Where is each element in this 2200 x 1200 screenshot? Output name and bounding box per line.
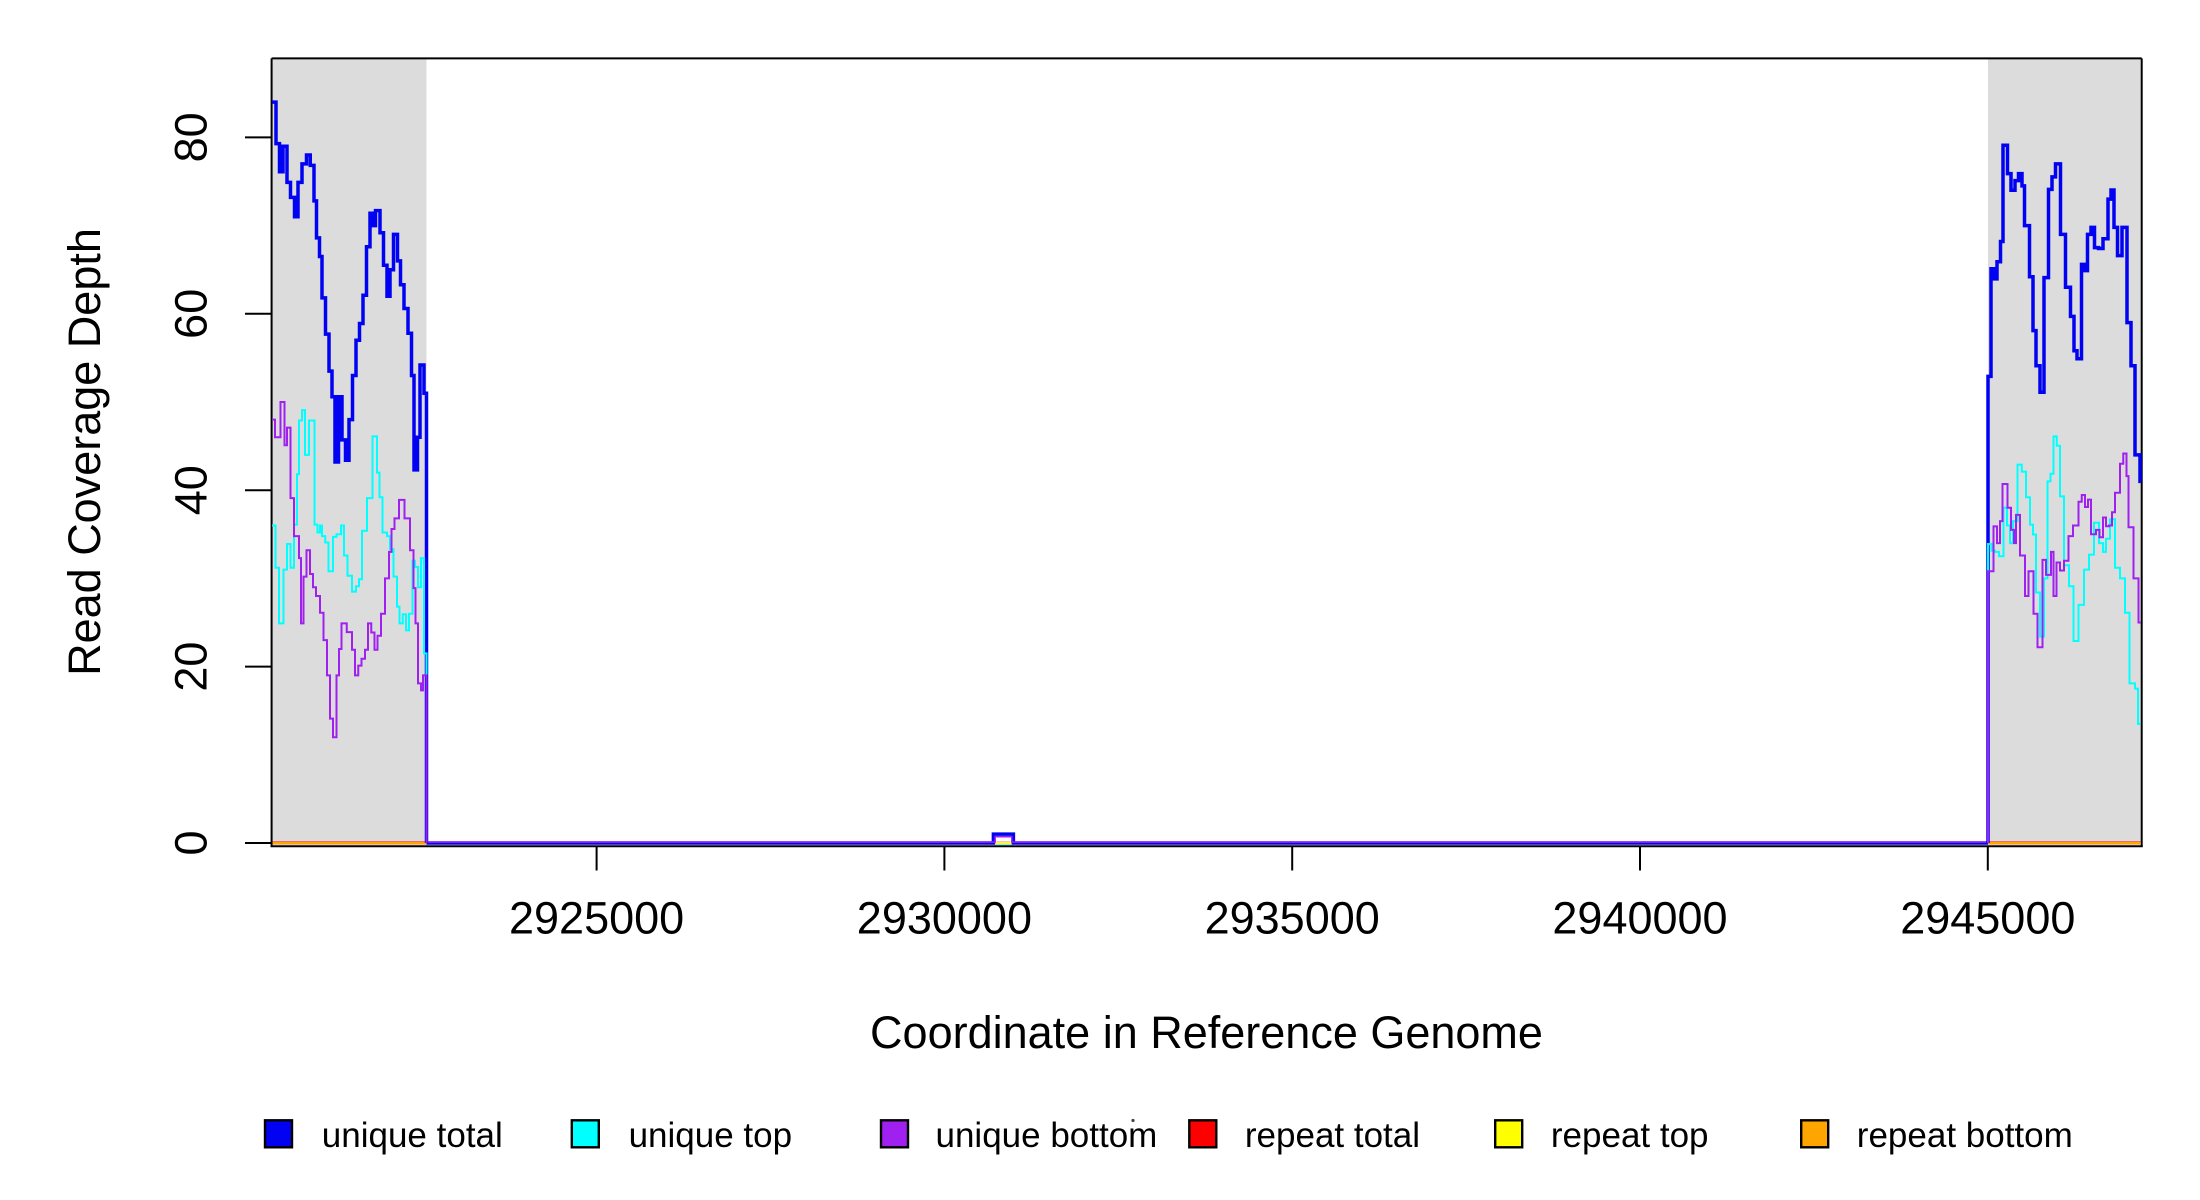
svg-text:60: 60: [166, 289, 217, 339]
svg-text:0: 0: [166, 830, 217, 855]
svg-text:repeat total: repeat total: [1245, 1116, 1420, 1155]
svg-text:unique bottom: unique bottom: [936, 1116, 1158, 1155]
svg-text:Coordinate in Reference Genome: Coordinate in Reference Genome: [870, 1007, 1543, 1058]
svg-text:80: 80: [166, 112, 217, 162]
svg-text:repeat top: repeat top: [1551, 1116, 1709, 1155]
svg-text:40: 40: [166, 465, 217, 515]
svg-text:2940000: 2940000: [1552, 893, 1727, 944]
svg-text:20: 20: [166, 642, 217, 692]
svg-text:repeat bottom: repeat bottom: [1857, 1116, 2073, 1155]
svg-text:2935000: 2935000: [1205, 893, 1380, 944]
svg-text:2925000: 2925000: [509, 893, 684, 944]
svg-text:unique total: unique total: [322, 1116, 503, 1155]
svg-text:2930000: 2930000: [857, 893, 1032, 944]
svg-text:2945000: 2945000: [1900, 893, 2075, 944]
svg-text:Read Coverage Depth: Read Coverage Depth: [59, 228, 110, 676]
svg-text:unique top: unique top: [629, 1116, 792, 1155]
